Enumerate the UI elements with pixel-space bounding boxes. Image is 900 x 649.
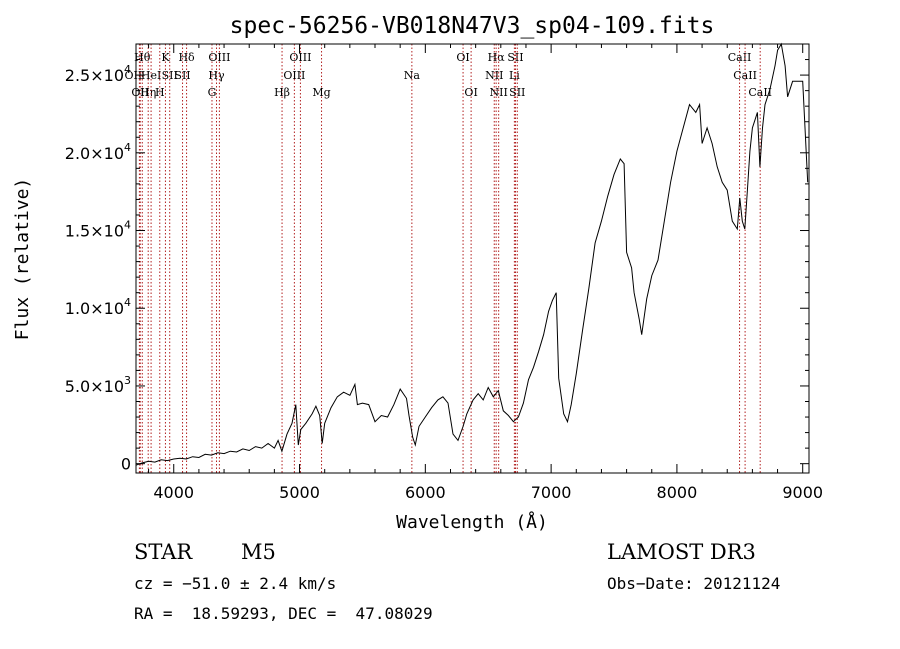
line-label-0: Hθ [134, 51, 151, 64]
line-label-16: Mg [312, 86, 330, 99]
line-label-6: K [161, 51, 170, 64]
y-tick-exponent: 4 [124, 296, 131, 309]
line-label-10: Hγ [208, 69, 225, 82]
y-tick-label-2: 1.0×104 [65, 296, 131, 318]
survey-name: LAMOST DR3 [607, 540, 756, 564]
line-label-15: OIII [289, 51, 311, 64]
line-label-13: Hβ [274, 86, 290, 99]
line-label-1: OII [125, 69, 143, 82]
line-label-28: CaII [748, 86, 772, 99]
y-tick-mantissa: 2.5×10 [65, 66, 124, 85]
redshift-cz: cz = −51.0 ± 2.4 km/s [134, 574, 337, 593]
axis-ticks: 4000 5000 6000 7000 8000 900005.0×1031.0×1041… [65, 44, 823, 502]
plot-frame [135, 43, 810, 474]
line-label-7: SII [162, 69, 178, 82]
x-tick-label-0: 4000 [153, 483, 194, 502]
line-label-18: OI [456, 51, 469, 64]
line-label-14: OIII [283, 69, 305, 82]
y-tick-exponent: 4 [124, 141, 131, 154]
line-label-23: Li [509, 69, 520, 82]
y-tick-mantissa: 5.0×10 [65, 377, 124, 396]
line-label-27: CaII [733, 69, 757, 82]
y-axis-label: Flux (relative) [12, 178, 33, 341]
line-label-4: HeI [141, 69, 161, 82]
y-tick-label-5: 2.5×104 [65, 63, 131, 85]
y-tick-label-4: 2.0×104 [65, 141, 131, 163]
line-label-9: SII [174, 69, 190, 82]
object-subclass: M5 [241, 540, 276, 564]
x-tick-label-3: 7000 [531, 483, 572, 502]
line-label-24: SII [507, 51, 523, 64]
line-label-26: CaII [728, 51, 752, 64]
y-tick-mantissa: 1.5×10 [65, 222, 124, 241]
y-tick-mantissa: 1.0×10 [65, 299, 124, 318]
x-tick-label-1: 5000 [279, 483, 320, 502]
object-class: STAR [134, 540, 193, 564]
y-tick-exponent: 4 [124, 63, 131, 76]
y-tick-exponent: 3 [124, 374, 131, 387]
line-label-21: Hα [488, 51, 506, 64]
chart-title: spec-56256-VB018N47V3_sp04-109.fits [230, 13, 715, 39]
y-tick-label-1: 5.0×103 [65, 374, 131, 396]
x-tick-label-5: 9000 [782, 483, 823, 502]
y-tick-exponent: 4 [124, 219, 131, 232]
line-label-3: Hη [140, 86, 156, 99]
x-tick-label-4: 8000 [657, 483, 698, 502]
spectrum-line [135, 42, 809, 466]
line-label-11: OIII [208, 51, 230, 64]
x-axis-label: Wavelength (Å) [396, 511, 548, 533]
y-tick-mantissa: 2.0×10 [65, 144, 124, 163]
line-label-5: H [155, 86, 165, 99]
line-label-17: Na [404, 69, 421, 82]
line-label-20: NII [485, 69, 503, 82]
line-label-25: SII [509, 86, 525, 99]
y-tick-label-0: 0 [121, 455, 131, 474]
line-label-12: G [208, 86, 217, 99]
y-tick-label-3: 1.5×104 [65, 219, 131, 241]
coordinates: RA = 18.59293, DEC = 47.08029 [134, 604, 433, 623]
x-tick-label-2: 6000 [405, 483, 446, 502]
line-label-19: OI [464, 86, 477, 99]
observation-date: Obs−Date: 20121124 [607, 574, 781, 593]
y-tick-mantissa: 0 [121, 455, 131, 474]
line-label-22: NII [490, 86, 508, 99]
line-label-8: Hδ [178, 51, 195, 64]
